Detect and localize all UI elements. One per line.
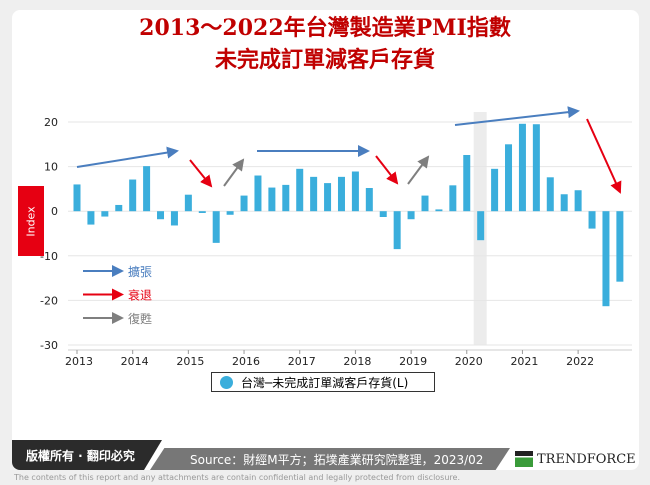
x-tick-label: 2015 bbox=[176, 355, 204, 368]
bar bbox=[240, 195, 248, 212]
legend: 台灣─未完成訂單減客戶存貨(L) bbox=[211, 372, 435, 392]
x-tick-label: 2017 bbox=[288, 355, 316, 368]
y-tick-label: 10 bbox=[44, 161, 58, 174]
x-tick-label: 2019 bbox=[399, 355, 427, 368]
logo-mark-icon bbox=[515, 451, 533, 467]
trend-arrow-recovery bbox=[223, 158, 245, 187]
bar bbox=[518, 123, 526, 212]
copyright-tab: 版權所有 · 翻印必究 bbox=[12, 440, 162, 470]
bar bbox=[157, 211, 165, 220]
bar bbox=[73, 184, 81, 212]
y-tick-label: -10 bbox=[40, 250, 58, 263]
y-tick-label: -30 bbox=[40, 339, 58, 352]
bar bbox=[184, 194, 192, 212]
bar bbox=[449, 185, 457, 212]
trend-arrow-expansion bbox=[76, 146, 179, 168]
trend-arrow-recession bbox=[375, 155, 399, 185]
bar bbox=[505, 144, 513, 212]
chart-title: 2013～2022年台灣製造業PMI指數 bbox=[139, 15, 511, 41]
bar bbox=[407, 211, 415, 220]
bar bbox=[602, 211, 610, 307]
bar bbox=[532, 124, 540, 212]
bar bbox=[212, 211, 220, 243]
trend-arrow-expansion bbox=[454, 106, 580, 126]
bar bbox=[101, 211, 109, 217]
bar bbox=[254, 175, 262, 212]
x-tick-label: 2018 bbox=[343, 355, 371, 368]
bar bbox=[421, 195, 429, 212]
y-axis-label: Index bbox=[18, 186, 44, 256]
source-note: Source：財經M平方；拓墣產業研究院整理，2023/02 bbox=[150, 448, 510, 470]
arrow-legend-label: 衰退 bbox=[128, 288, 152, 303]
bar bbox=[115, 204, 123, 212]
bar bbox=[268, 187, 276, 212]
bar bbox=[310, 176, 318, 212]
bar bbox=[337, 176, 345, 212]
trendforce-logo: TRENDFORCE bbox=[515, 448, 639, 470]
legend-label: 台灣─未完成訂單減客戶存貨(L) bbox=[241, 375, 409, 390]
y-tick-label: 0 bbox=[51, 205, 58, 218]
chart-card bbox=[12, 10, 639, 470]
legend-swatch bbox=[220, 375, 233, 389]
arrow-legend-label: 復甦 bbox=[128, 311, 152, 326]
x-tick-label: 2013 bbox=[65, 355, 93, 368]
bar bbox=[435, 209, 443, 212]
trend-arrow-recession bbox=[189, 159, 213, 188]
bar bbox=[491, 168, 499, 212]
y-tick-label: 20 bbox=[44, 116, 58, 129]
x-tick-label: 2021 bbox=[510, 355, 538, 368]
bar bbox=[365, 188, 373, 212]
x-tick-label: 2016 bbox=[232, 355, 260, 368]
logo-text: TRENDFORCE bbox=[537, 451, 636, 467]
bar bbox=[282, 184, 290, 212]
bar bbox=[296, 168, 304, 212]
bar bbox=[129, 179, 137, 212]
trend-arrow-recession bbox=[586, 118, 622, 194]
trend-arrow-recovery bbox=[407, 155, 430, 185]
bar bbox=[324, 183, 332, 212]
disclaimer: The contents of this report and any atta… bbox=[14, 473, 460, 482]
bar bbox=[198, 211, 206, 213]
bar bbox=[351, 171, 359, 212]
x-tick-label: 2020 bbox=[455, 355, 483, 368]
x-tick-label: 2022 bbox=[566, 355, 594, 368]
arrow-legend-label: 擴張 bbox=[128, 264, 152, 279]
bar bbox=[463, 155, 471, 212]
bar bbox=[143, 166, 151, 212]
bar bbox=[616, 211, 624, 282]
bar bbox=[560, 194, 568, 212]
bar bbox=[379, 211, 387, 217]
bar bbox=[588, 211, 596, 229]
bar bbox=[477, 211, 485, 241]
bar bbox=[87, 211, 95, 225]
bar bbox=[226, 211, 234, 215]
bar bbox=[170, 211, 178, 226]
x-tick-label: 2014 bbox=[121, 355, 149, 368]
bar bbox=[574, 190, 582, 212]
bar bbox=[546, 177, 554, 212]
y-tick-label: -20 bbox=[40, 294, 58, 307]
chart-subtitle: 未完成訂單減客戶存貨 bbox=[214, 47, 435, 73]
bar bbox=[393, 211, 401, 250]
